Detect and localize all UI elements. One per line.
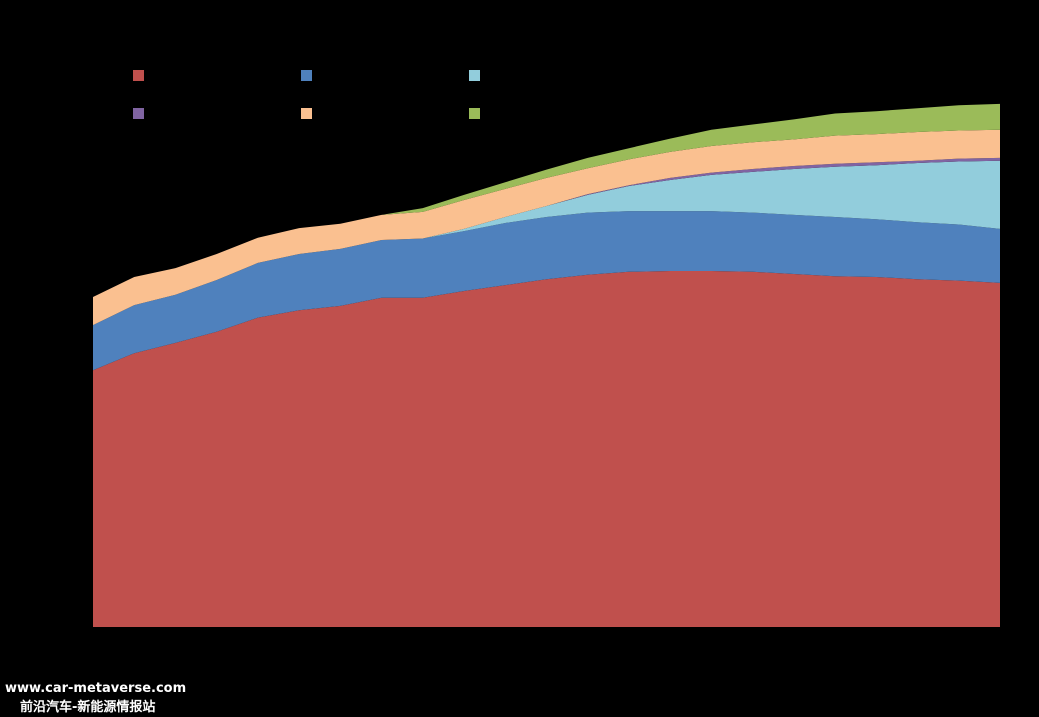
- area: [93, 160, 1000, 326]
- legend-swatch: [133, 70, 144, 81]
- plot-area: [93, 103, 1000, 627]
- watermark: www.car-metaverse.com: [5, 681, 186, 696]
- area: [93, 271, 1000, 627]
- area: [93, 129, 1000, 326]
- watermark: 前沿汽车-新能源情报站: [20, 699, 155, 715]
- legend-swatch: [133, 108, 144, 119]
- area: [93, 211, 1000, 371]
- legend-swatch: [301, 70, 312, 81]
- legend-swatch: [301, 108, 312, 119]
- legend-swatch: [469, 108, 480, 119]
- legend-swatch: [469, 70, 480, 81]
- legend: [133, 70, 480, 119]
- area: [93, 103, 1000, 297]
